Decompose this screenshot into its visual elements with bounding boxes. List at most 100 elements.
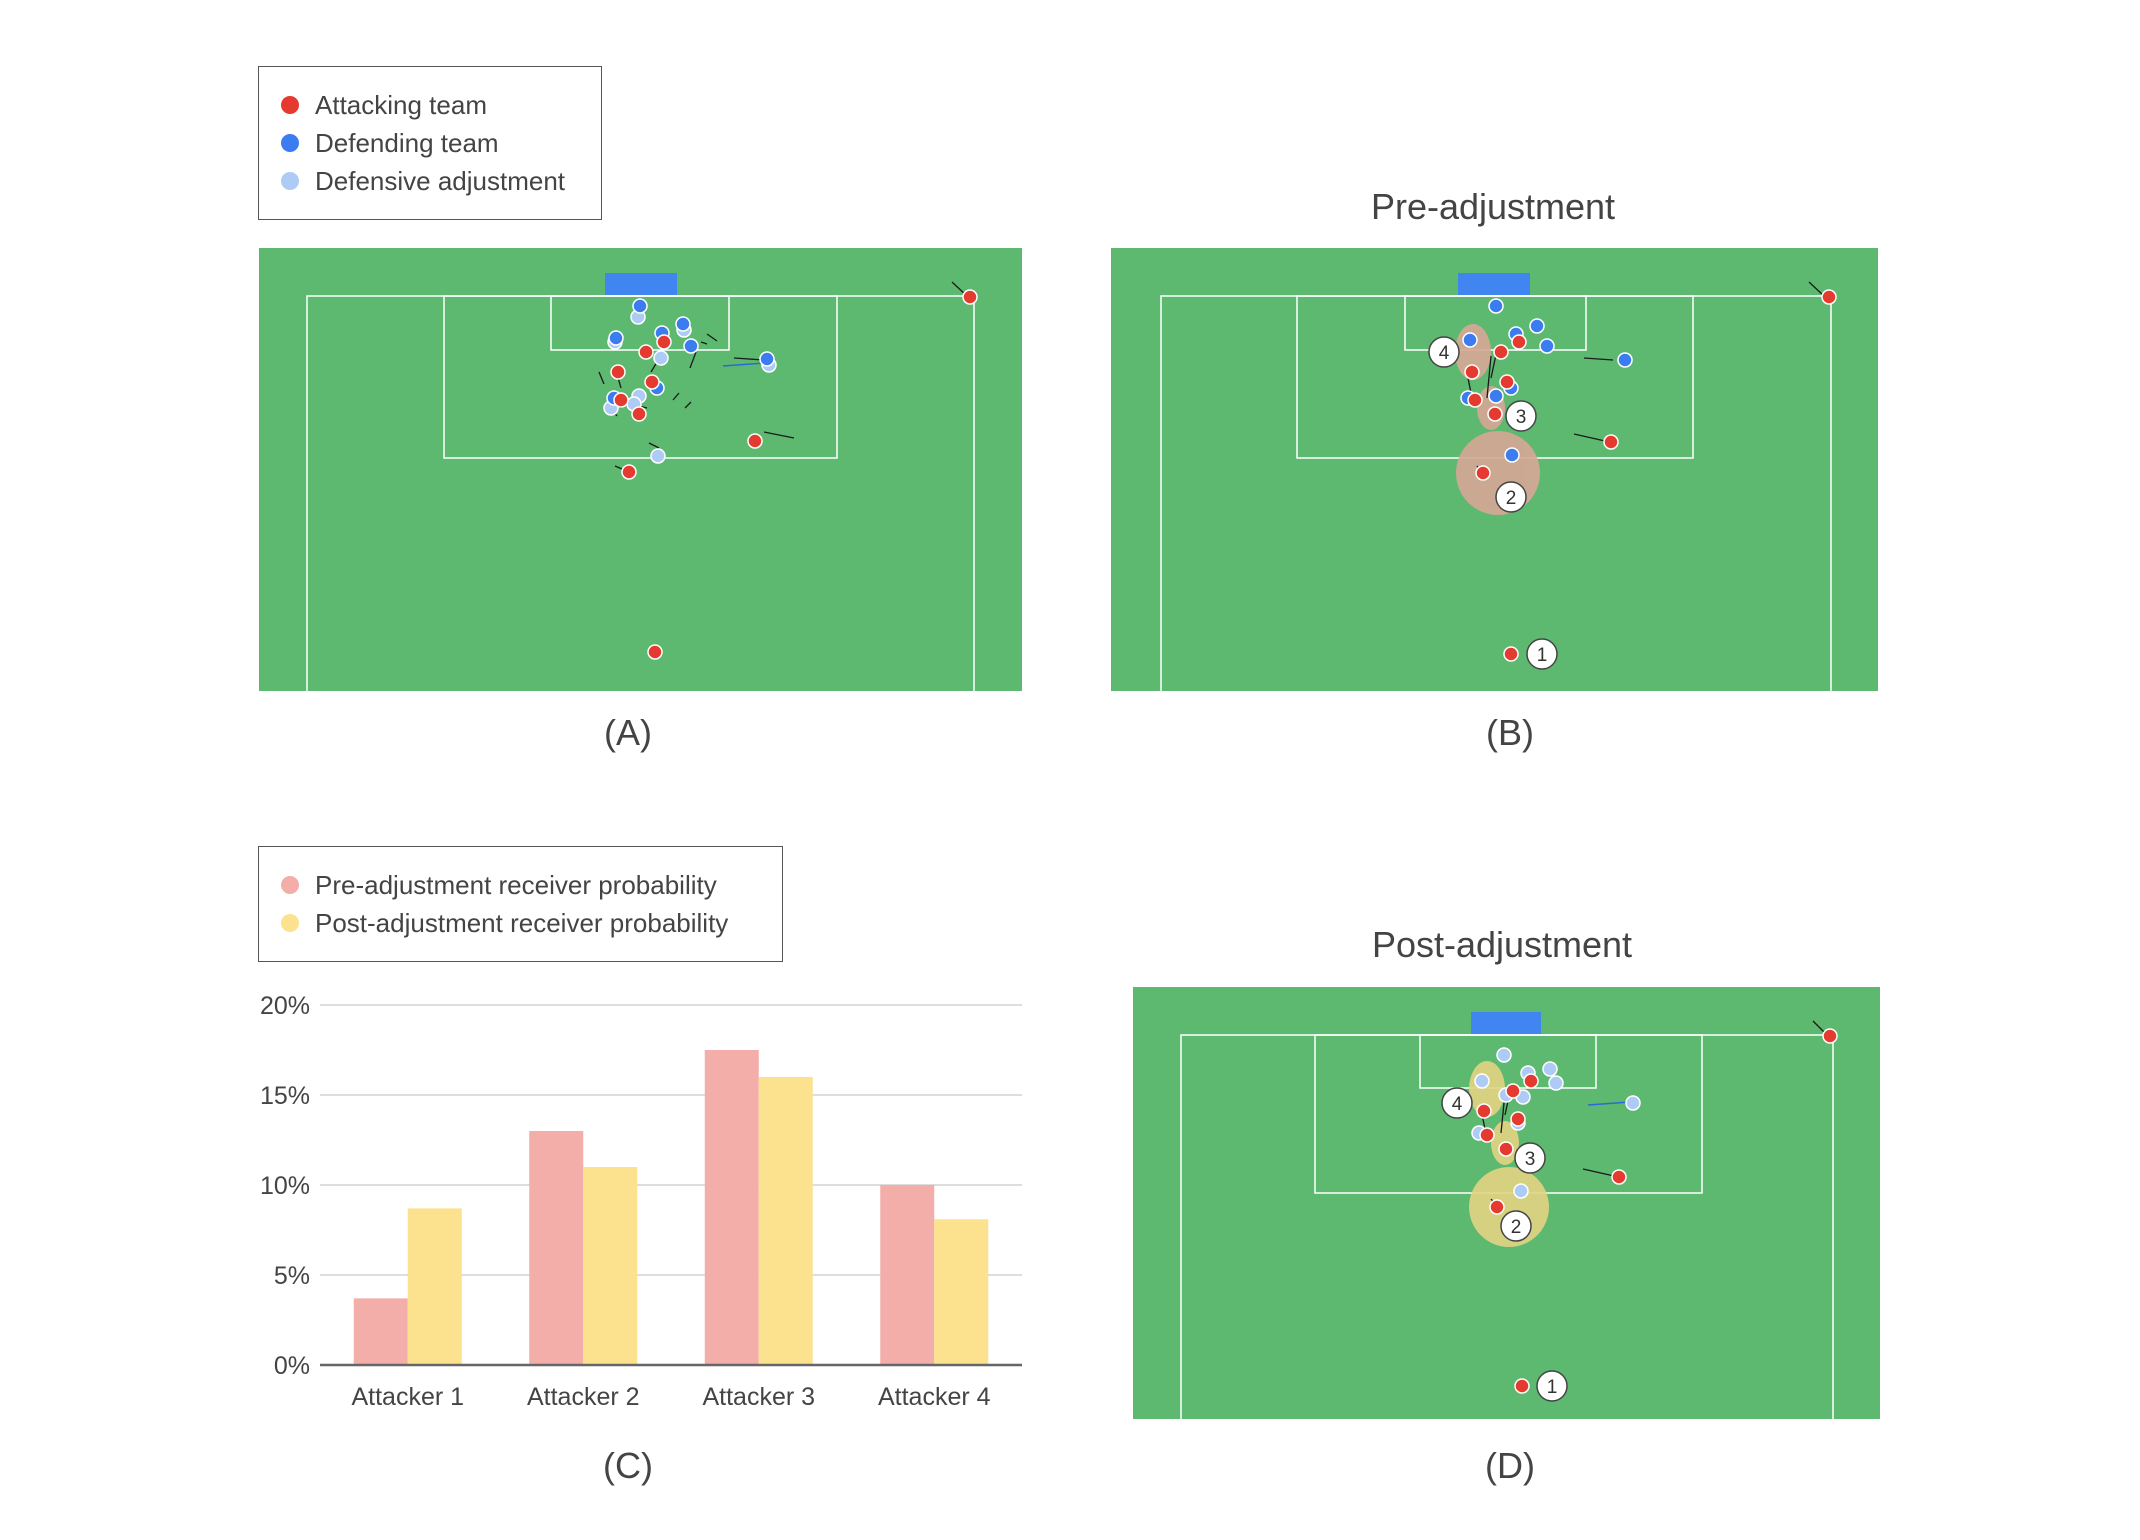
svg-text:4: 4 [1439,343,1450,364]
pitch-b-defender [1617,352,1633,368]
pitch-b-defender [1462,332,1478,348]
pitch-d-attacker [1476,1103,1492,1119]
pitch-b-attacker [1487,406,1503,422]
pitch-a-attacker [644,374,660,390]
pitch-d-goal [1471,1012,1541,1035]
x-tick-label: Attacker 4 [878,1383,991,1411]
attacking-dot-icon [281,96,299,114]
pitch-d-adjusted-defender [1542,1061,1558,1077]
pitch-a-defender [675,316,691,332]
svg-text:1: 1 [1547,1377,1558,1398]
pitch-b-defender [1488,298,1504,314]
pitch-a-goal [605,273,677,296]
pitch-a-attacker [647,644,663,660]
pre-adjustment-bar [353,1298,408,1365]
pitch-d-player-marker-4: 4 [1441,1087,1473,1119]
legend-item-attacking: Attacking team [281,89,487,121]
pitch-b-attacker [1475,465,1491,481]
svg-text:3: 3 [1525,1149,1536,1170]
panel-c-label: (C) [603,1445,653,1486]
legend-item-pre: Pre-adjustment receiver probability [281,869,717,901]
legend-item-defending: Defending team [281,127,499,159]
pitch-d-adjusted-defender [1496,1047,1512,1063]
pitch-b-defender [1529,318,1545,334]
post-adjustment-bar [407,1208,462,1365]
pitch-b-player-marker-1: 1 [1526,638,1558,670]
pitch-a-attacker [638,344,654,360]
pitch-a-attacker [610,364,626,380]
svg-text:2: 2 [1506,488,1517,509]
post-adjustment-bar [934,1219,989,1365]
pitch-b-attacker [1499,374,1515,390]
panel-a-label: (A) [604,712,652,753]
x-tick-label: Attacker 1 [351,1383,464,1411]
pitch-d-player-marker-3: 3 [1514,1142,1546,1174]
adjustment-dot-icon [281,172,299,190]
pitch-a-attacker [631,406,647,422]
pitch-d: 1 2 3 4 [1133,987,1880,1419]
legend-item-post: Post-adjustment receiver probability [281,907,728,939]
pitch-a-defender [759,351,775,367]
pitch-d-adjusted-defender [1513,1183,1529,1199]
pitch-b-attacker [1603,434,1619,450]
pitch-d-attacker [1498,1141,1514,1157]
svg-text:1: 1 [1537,645,1548,666]
pitch-b-attacker [1467,392,1483,408]
y-tick-label: 20% [260,992,310,1020]
pitch-d-adjusted-defender [1625,1095,1641,1111]
panel-d-title: Post-adjustment [1371,924,1633,965]
pitch-b-defender [1539,338,1555,354]
pitch-b: 1 2 3 4 [1111,248,1878,691]
pre-adjustment-bar [880,1185,935,1365]
pitch-b-player-marker-2: 2 [1495,481,1527,513]
x-tick-label: Attacker 3 [702,1383,815,1411]
pitch-b-defender [1504,447,1520,463]
y-tick-label: 10% [260,1172,310,1200]
pitch-d-adjusted-defender [1548,1075,1564,1091]
pitch-d-attacker [1611,1169,1627,1185]
pitch-b-attacker [1511,334,1527,350]
pitch-b-player-marker-4: 4 [1428,336,1460,368]
svg-text:2: 2 [1511,1217,1522,1238]
pitch-a-adjusted-defender [653,350,669,366]
legend-teams: Attacking team Defending team Defensive … [258,66,602,220]
pitch-d-player-marker-2: 2 [1500,1210,1532,1242]
pitch-a-attacker [656,334,672,350]
pitch-b-defender [1488,388,1504,404]
pitch-a-defender [608,330,624,346]
post-adjustment-bar [758,1077,813,1365]
pitch-b-attacker [1503,646,1519,662]
pitch-b-attacker [1493,344,1509,360]
pitch-b-player-marker-3: 3 [1505,400,1537,432]
pitch-a-attacker [962,289,978,305]
pitch-d-attacker [1479,1127,1495,1143]
defending-dot-icon [281,134,299,152]
pitch-a-defender [632,298,648,314]
post-adjustment-bar [583,1167,638,1365]
bar-chart: 0% 5% 10% 15% 20% Attacker 1 Attacker 2 Attacke… [260,992,1022,1411]
pitch-a-attacker [621,464,637,480]
post-prob-dot-icon [281,914,299,932]
pitch-a-defender [683,338,699,354]
pitch-d-attacker [1514,1378,1530,1394]
pitch-d-adjusted-defender [1474,1073,1490,1089]
panel-b-title: Pre-adjustment [1370,186,1616,227]
pre-adjustment-bar [704,1050,759,1365]
pitch-d-attacker [1505,1083,1521,1099]
pitch-b-attacker [1821,289,1837,305]
panel-d-label: (D) [1485,1445,1535,1486]
pitch-a-adjusted-defender [650,448,666,464]
pitch-b-attacker [1464,364,1480,380]
y-tick-label: 0% [274,1352,310,1380]
pitch-d-attacker [1523,1073,1539,1089]
legend-probability: Pre-adjustment receiver probability Post… [258,846,783,962]
pitch-b-goal [1458,273,1530,296]
pre-prob-dot-icon [281,876,299,894]
svg-text:4: 4 [1452,1094,1463,1115]
pitch-d-attacker [1489,1199,1505,1215]
pre-adjustment-bar [529,1131,584,1365]
pitch-a-attacker [613,392,629,408]
pitch-d-player-marker-1: 1 [1536,1370,1568,1402]
legend-item-adjustment: Defensive adjustment [281,165,565,197]
pitch-a-attacker [747,433,763,449]
